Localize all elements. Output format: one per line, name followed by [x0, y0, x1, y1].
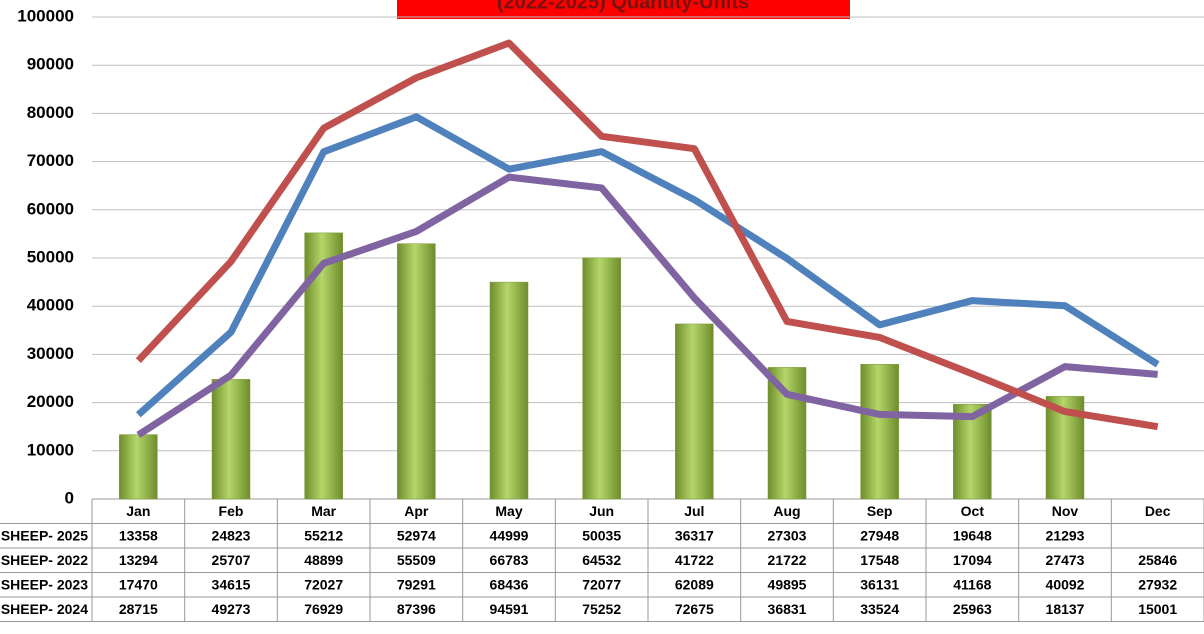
table-cell: 15001	[1138, 601, 1177, 617]
y-tick-label: 90000	[27, 55, 74, 74]
line	[136, 113, 1160, 418]
table-cell: 40092	[1046, 576, 1085, 592]
y-tick-label: 20000	[27, 392, 74, 411]
table-cell: 25963	[953, 601, 992, 617]
x-tick-label: Dec	[1145, 503, 1171, 519]
table-cell: 21722	[768, 552, 807, 568]
line	[135, 39, 1159, 431]
bar	[767, 367, 807, 500]
bar	[119, 434, 158, 500]
table-cell: 55509	[397, 552, 436, 568]
bar	[304, 232, 343, 500]
table-cell: 25707	[212, 552, 251, 568]
y-tick-label: 50000	[27, 247, 74, 266]
table-cell: 75252	[582, 601, 621, 617]
table-cell: 34615	[212, 576, 251, 592]
bar	[211, 379, 251, 500]
table-cell: 66783	[490, 552, 529, 568]
x-tick-label: Apr	[404, 503, 429, 519]
row-label: SHEEP- 2022	[1, 552, 88, 568]
x-tick-label: Jul	[684, 503, 704, 519]
table-cell: 72675	[675, 601, 714, 617]
table-cell: 49895	[768, 576, 807, 592]
table-cell: 27932	[1138, 576, 1177, 592]
x-tick-label: May	[495, 503, 522, 519]
table-cell: 36831	[768, 601, 807, 617]
y-tick-label: 100000	[17, 6, 74, 25]
table-cell: 72027	[304, 576, 343, 592]
y-tick-label: 80000	[27, 103, 74, 122]
x-tick-label: Sep	[867, 503, 893, 519]
y-tick-label: 60000	[27, 199, 74, 218]
table-cell: 94591	[490, 601, 529, 617]
row-label: SHEEP- 2025	[1, 527, 88, 543]
table-cell: 36131	[860, 576, 899, 592]
row-label: SHEEP- 2024	[1, 601, 88, 617]
table-cell: 19648	[953, 527, 992, 543]
table-cell: 27948	[860, 527, 899, 543]
bar	[582, 257, 621, 500]
bar	[489, 281, 529, 500]
title-box	[397, 0, 850, 19]
x-tick-label: Jun	[589, 503, 614, 519]
bar	[675, 323, 714, 500]
table-cell: 49273	[212, 601, 251, 617]
table-cell: 44999	[490, 527, 529, 543]
table-cell: 87396	[397, 601, 436, 617]
table-cell: 41722	[675, 552, 714, 568]
table-cell: 27473	[1046, 552, 1085, 568]
y-tick-label: 40000	[27, 296, 74, 315]
table-cell: 17548	[860, 552, 899, 568]
table-cell: 55212	[304, 527, 343, 543]
row-label: SHEEP- 2023	[1, 576, 88, 592]
y-tick-label: 0	[65, 488, 74, 507]
table-cell: 27303	[768, 527, 807, 543]
y-tick-label: 10000	[27, 440, 74, 459]
bar	[860, 364, 899, 500]
table-cell: 76929	[304, 601, 343, 617]
x-tick-label: Nov	[1052, 503, 1079, 519]
table-cell: 62089	[675, 576, 714, 592]
table-cell: 17470	[119, 576, 158, 592]
table-cell: 25846	[1138, 552, 1177, 568]
chart-title: (2022-2025) Quantity-Units	[497, 0, 749, 13]
line	[136, 173, 1158, 438]
table-cell: 79291	[397, 576, 436, 592]
table-cell: 41168	[953, 576, 991, 592]
x-tick-label: Mar	[311, 503, 336, 519]
table-cell: 52974	[397, 527, 436, 543]
table-cell: 36317	[675, 527, 714, 543]
y-tick-label: 30000	[27, 344, 74, 363]
table-cell: 28715	[119, 601, 158, 617]
bar	[397, 243, 436, 500]
table-cell: 50035	[582, 527, 621, 543]
table-cell: 18137	[1046, 601, 1085, 617]
table-cell: 64532	[582, 552, 621, 568]
y-tick-label: 70000	[27, 151, 74, 170]
table-cell: 21293	[1046, 527, 1085, 543]
x-tick-label: Jan	[126, 503, 150, 519]
table-cell: 68436	[490, 576, 529, 592]
x-tick-label: Oct	[961, 503, 985, 519]
table-cell: 24823	[212, 527, 251, 543]
x-tick-label: Feb	[219, 503, 244, 519]
table-cell: 13294	[119, 552, 158, 568]
x-tick-label: Aug	[773, 503, 800, 519]
table-cell: 13358	[119, 527, 158, 543]
table-cell: 72077	[582, 576, 621, 592]
table-cell: 17094	[953, 552, 992, 568]
table-cell: 48899	[304, 552, 343, 568]
table-cell: 33524	[860, 601, 899, 617]
